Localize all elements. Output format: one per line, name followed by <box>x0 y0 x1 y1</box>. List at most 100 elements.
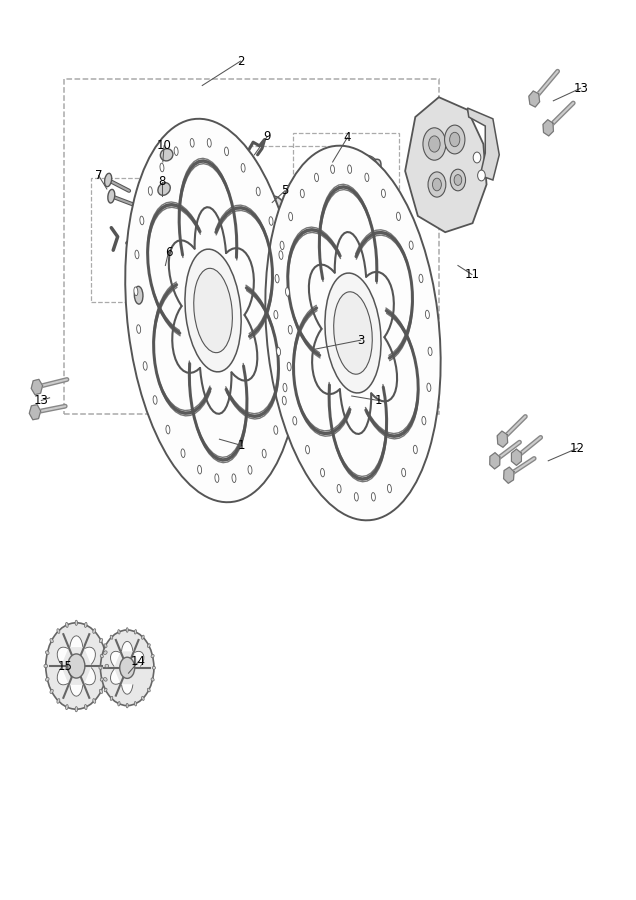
Ellipse shape <box>160 148 173 161</box>
Ellipse shape <box>219 203 243 247</box>
Ellipse shape <box>248 465 252 474</box>
Text: 4: 4 <box>343 131 351 144</box>
Circle shape <box>423 128 446 160</box>
Polygon shape <box>268 300 312 358</box>
Ellipse shape <box>152 666 156 670</box>
Ellipse shape <box>315 155 340 169</box>
Ellipse shape <box>409 241 413 249</box>
Text: 1: 1 <box>238 439 245 452</box>
Text: 15: 15 <box>58 660 73 672</box>
Polygon shape <box>111 670 120 684</box>
Ellipse shape <box>110 697 113 700</box>
Ellipse shape <box>66 623 68 627</box>
Polygon shape <box>172 180 248 285</box>
Ellipse shape <box>142 697 144 700</box>
Ellipse shape <box>226 196 257 250</box>
Ellipse shape <box>57 698 60 703</box>
Text: 10: 10 <box>156 140 172 152</box>
Polygon shape <box>121 685 133 694</box>
Ellipse shape <box>196 203 220 247</box>
Ellipse shape <box>99 666 102 670</box>
Ellipse shape <box>93 629 96 634</box>
Polygon shape <box>135 652 144 666</box>
Ellipse shape <box>427 383 431 392</box>
Ellipse shape <box>134 287 138 295</box>
Ellipse shape <box>269 217 273 225</box>
Bar <box>64 79 439 414</box>
FancyBboxPatch shape <box>310 159 345 228</box>
Bar <box>91 178 202 302</box>
Ellipse shape <box>104 651 107 654</box>
Ellipse shape <box>104 174 112 186</box>
Ellipse shape <box>428 347 432 356</box>
Ellipse shape <box>262 449 266 458</box>
Polygon shape <box>543 120 553 136</box>
Ellipse shape <box>225 147 228 156</box>
Polygon shape <box>57 647 67 664</box>
Ellipse shape <box>93 698 96 703</box>
Ellipse shape <box>274 310 278 319</box>
Ellipse shape <box>148 186 152 195</box>
Ellipse shape <box>207 139 211 148</box>
Polygon shape <box>226 184 264 245</box>
Ellipse shape <box>151 678 154 681</box>
Polygon shape <box>121 642 133 651</box>
Ellipse shape <box>422 417 426 425</box>
Ellipse shape <box>190 139 194 147</box>
Polygon shape <box>85 668 95 685</box>
Polygon shape <box>70 635 83 646</box>
Ellipse shape <box>66 705 68 709</box>
Ellipse shape <box>104 678 107 681</box>
Ellipse shape <box>153 396 157 404</box>
Ellipse shape <box>256 187 260 195</box>
Polygon shape <box>511 449 522 465</box>
Circle shape <box>429 136 440 152</box>
Text: 1: 1 <box>375 394 382 407</box>
Ellipse shape <box>100 678 104 681</box>
Ellipse shape <box>215 473 219 482</box>
Ellipse shape <box>293 417 297 425</box>
Ellipse shape <box>57 629 60 634</box>
Text: 3: 3 <box>357 334 364 346</box>
Circle shape <box>120 657 135 679</box>
Text: 13: 13 <box>573 82 588 94</box>
Polygon shape <box>31 380 43 394</box>
Text: 2: 2 <box>237 55 244 68</box>
Ellipse shape <box>105 664 109 668</box>
Ellipse shape <box>325 273 381 393</box>
Ellipse shape <box>280 241 284 249</box>
Ellipse shape <box>140 216 144 225</box>
Ellipse shape <box>104 688 107 692</box>
Ellipse shape <box>264 206 283 240</box>
Circle shape <box>432 178 441 191</box>
Ellipse shape <box>85 705 87 709</box>
Ellipse shape <box>46 651 49 654</box>
Polygon shape <box>57 668 67 685</box>
Ellipse shape <box>365 173 369 182</box>
Ellipse shape <box>305 446 310 454</box>
Circle shape <box>450 169 466 191</box>
Ellipse shape <box>118 630 120 634</box>
Ellipse shape <box>348 165 352 174</box>
Ellipse shape <box>194 268 232 353</box>
Ellipse shape <box>402 468 406 477</box>
Circle shape <box>319 181 336 206</box>
Circle shape <box>450 132 460 147</box>
Ellipse shape <box>185 249 241 372</box>
Ellipse shape <box>134 701 137 706</box>
Text: 12: 12 <box>570 442 585 454</box>
Ellipse shape <box>158 183 170 195</box>
Circle shape <box>267 214 280 232</box>
Polygon shape <box>111 652 120 666</box>
Ellipse shape <box>315 173 319 182</box>
Circle shape <box>46 623 107 709</box>
Ellipse shape <box>331 165 335 174</box>
Ellipse shape <box>413 446 417 454</box>
Polygon shape <box>490 453 500 469</box>
Ellipse shape <box>288 326 292 334</box>
Ellipse shape <box>241 164 245 172</box>
Ellipse shape <box>166 426 170 434</box>
Text: 13: 13 <box>34 394 49 407</box>
Circle shape <box>100 630 154 706</box>
FancyBboxPatch shape <box>345 159 381 228</box>
